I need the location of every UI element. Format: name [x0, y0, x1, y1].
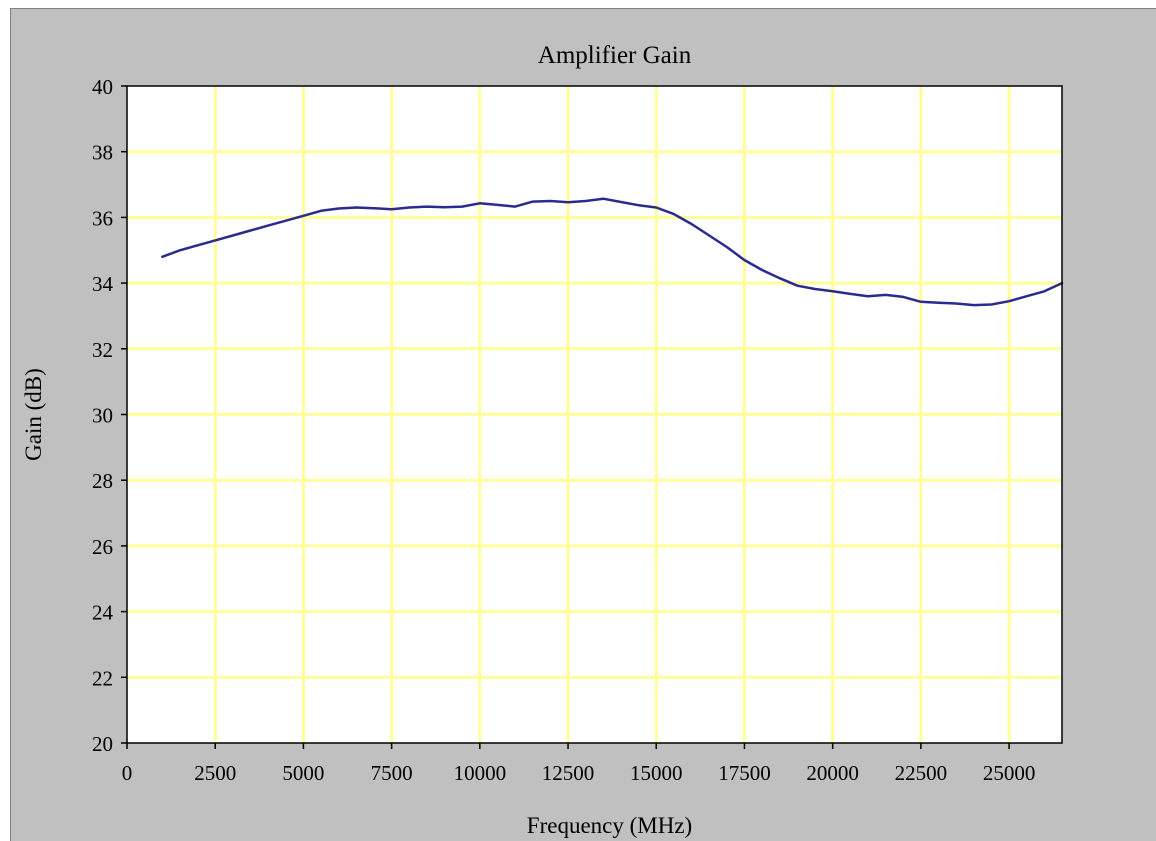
y-tick-label: 40 — [92, 75, 113, 99]
y-tick-label: 38 — [92, 141, 113, 165]
y-tick-label: 30 — [92, 404, 113, 428]
x-tick-label: 20000 — [806, 761, 859, 785]
y-tick-label: 22 — [92, 666, 113, 690]
x-axis-title: Frequency (MHz) — [527, 813, 692, 838]
x-tick-label: 17500 — [718, 761, 771, 785]
x-tick-label: 0 — [122, 761, 133, 785]
x-tick-label: 22500 — [895, 761, 948, 785]
x-tick-label: 7500 — [371, 761, 413, 785]
y-tick-label: 36 — [92, 206, 113, 230]
y-axis-title: Gain (dB) — [21, 368, 46, 461]
x-tick-label: 2500 — [194, 761, 236, 785]
x-tick-label: 25000 — [983, 761, 1036, 785]
x-tick-label: 12500 — [542, 761, 595, 785]
x-tick-label: 5000 — [282, 761, 324, 785]
y-tick-label: 34 — [92, 272, 114, 296]
y-tick-label: 28 — [92, 469, 113, 493]
y-tick-label: 20 — [92, 732, 113, 756]
gridlines — [127, 86, 1062, 743]
y-tick-label: 26 — [92, 535, 113, 559]
x-tick-label: 10000 — [454, 761, 507, 785]
gain-series-line — [161, 197, 1064, 307]
chart-title: Amplifier Gain — [538, 42, 692, 69]
axes: 0 2500 5000 7500 10000 12500 15000 17500 20000 22… — [92, 75, 1035, 785]
series-layer — [161, 197, 1064, 307]
y-tick-label: 32 — [92, 338, 113, 362]
x-tick-label: 15000 — [630, 761, 683, 785]
y-tick-label: 24 — [92, 601, 114, 625]
